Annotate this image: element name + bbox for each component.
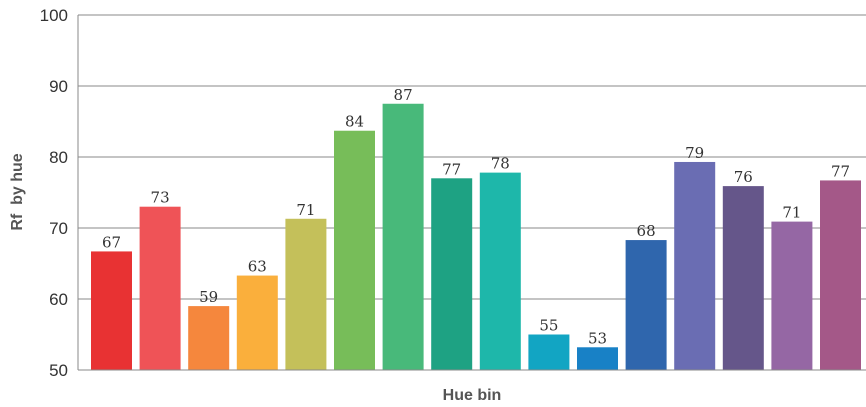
bar [334, 130, 375, 370]
bar-value-label: 68 [637, 222, 656, 240]
bar [722, 186, 764, 370]
y-tick-label: 100 [40, 6, 68, 25]
bar-value-label: 84 [345, 113, 364, 131]
bar [91, 251, 132, 370]
bar [285, 218, 327, 370]
bar-value-label: 79 [685, 144, 704, 162]
x-axis-title: Hue bin [443, 387, 502, 404]
bar-value-label: 77 [442, 160, 461, 178]
bar-value-labels: 67 73 59 63 71 84 87 77 78 55 53 68 79 76 71 77 [102, 86, 850, 348]
bar [625, 240, 667, 370]
bar-value-label: 53 [588, 329, 607, 347]
bar [382, 103, 424, 370]
y-axis-title: Rf by hue [9, 153, 26, 230]
bar-value-label: 67 [102, 233, 121, 251]
y-tick-label: 70 [49, 219, 68, 238]
bar [431, 178, 473, 370]
bars [91, 103, 861, 370]
bar-value-label: 59 [199, 288, 218, 306]
bar [771, 221, 813, 370]
bar [528, 334, 570, 370]
bar [820, 180, 861, 370]
bar-value-label: 73 [151, 189, 170, 207]
bar [479, 172, 521, 370]
bar-value-label: 76 [734, 168, 753, 186]
bar-value-label: 71 [782, 204, 801, 222]
bar [188, 306, 230, 370]
y-tick-label: 60 [49, 290, 68, 309]
bar [674, 161, 716, 370]
bar [236, 275, 278, 370]
bar-value-label: 63 [248, 258, 267, 276]
bar-value-label: 77 [831, 162, 850, 180]
y-axis-tick-labels: 50 60 70 80 90 100 [40, 6, 68, 380]
bar-value-label: 87 [394, 86, 413, 104]
y-tick-label: 50 [49, 361, 68, 380]
bar-value-label: 71 [296, 201, 315, 219]
bar [577, 347, 618, 370]
bar [139, 206, 181, 370]
bar-value-label: 78 [491, 155, 510, 173]
y-tick-label: 80 [49, 148, 68, 167]
bar-value-label: 55 [539, 317, 558, 335]
y-tick-label: 90 [49, 77, 68, 96]
